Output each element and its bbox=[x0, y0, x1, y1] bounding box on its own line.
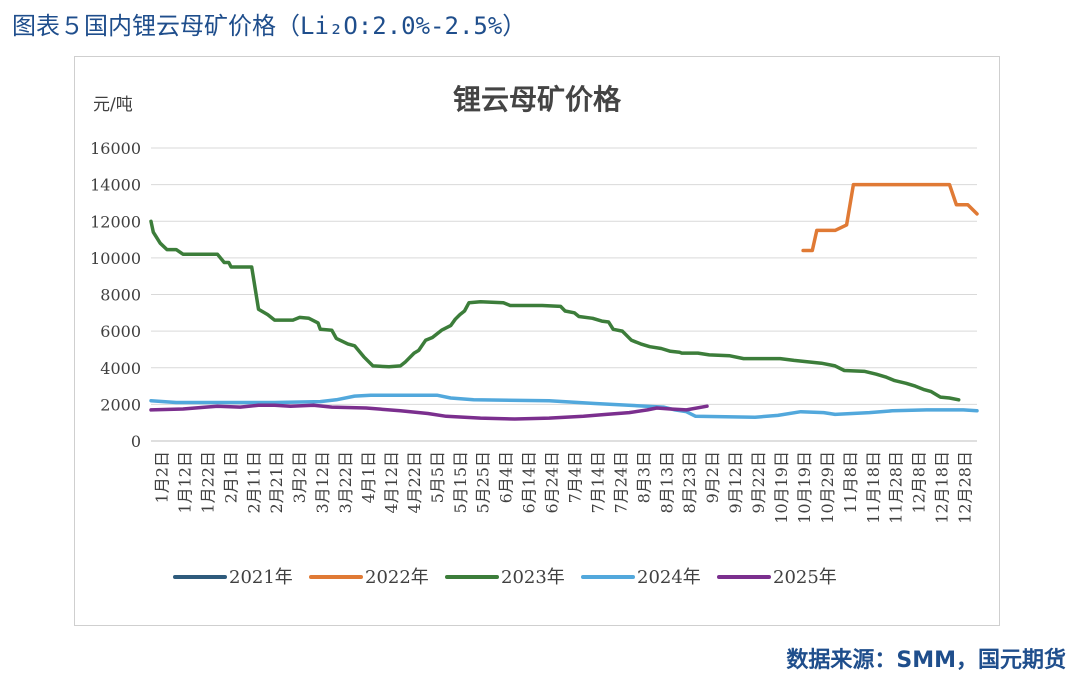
x-tick-label: 12月8日 bbox=[910, 451, 929, 514]
x-tick-label: 6月24日 bbox=[543, 451, 562, 514]
x-tick-label: 11月8日 bbox=[841, 451, 860, 514]
x-tick-label: 9月22日 bbox=[749, 451, 768, 514]
series-lines bbox=[149, 182, 979, 421]
figure-caption-spec: （Li₂O:2.0%-2.5%） bbox=[276, 12, 527, 40]
y-tick-label: 4000 bbox=[100, 359, 141, 378]
legend-label: 2023年 bbox=[501, 567, 565, 588]
x-tick-label: 8月23日 bbox=[680, 451, 699, 514]
x-tick-label: 1月12日 bbox=[175, 451, 194, 514]
x-tick-label: 6月14日 bbox=[520, 451, 539, 514]
x-tick-label: 12月28日 bbox=[956, 451, 975, 524]
y-axis-unit-label: 元/吨 bbox=[93, 95, 133, 115]
x-tick-label: 10月19日 bbox=[772, 451, 791, 524]
y-tick-label: 14000 bbox=[90, 176, 141, 195]
x-tick-label: 7月24日 bbox=[611, 451, 630, 514]
x-tick-label: 5月5日 bbox=[428, 451, 447, 503]
x-tick-label: 9月12日 bbox=[726, 451, 745, 514]
x-tick-label: 12月18日 bbox=[933, 451, 952, 524]
x-tick-labels: 1月2日 1月12日 1月22日 2月1日 2月11日 2月21日 3月2日 3月12日 3月2… bbox=[152, 451, 974, 524]
x-tick-label: 7月14日 bbox=[588, 451, 607, 514]
x-tick-label: 11月28日 bbox=[887, 451, 906, 524]
legend-label: 2022年 bbox=[365, 567, 429, 588]
x-tick-label: 4月1日 bbox=[359, 451, 378, 503]
y-tick-label: 16000 bbox=[90, 139, 141, 158]
y-tick-label: 10000 bbox=[90, 249, 141, 268]
y-tick-label: 12000 bbox=[90, 212, 141, 231]
source-note: 数据来源：SMM，国元期货 bbox=[786, 648, 1066, 673]
x-tick-label: 2月11日 bbox=[244, 451, 263, 514]
x-tick-label: 5月15日 bbox=[451, 451, 470, 514]
x-tick-label: 6月4日 bbox=[497, 451, 516, 503]
series-line-2023 bbox=[149, 219, 961, 402]
series-line-2025 bbox=[149, 403, 709, 421]
x-tick-label: 7月4日 bbox=[565, 451, 584, 503]
x-tick-label: 8月3日 bbox=[634, 451, 653, 503]
x-tick-label: 4月12日 bbox=[382, 451, 401, 514]
x-tick-label: 2月1日 bbox=[221, 451, 240, 503]
series-line-2022 bbox=[801, 182, 979, 253]
x-tick-label: 9月2日 bbox=[703, 451, 722, 503]
legend: 2021年 2022年 2023年 2024年 2025年 bbox=[173, 567, 837, 588]
x-tick-label: 1月22日 bbox=[198, 451, 217, 514]
figure-caption-main: 图表５国内锂云母矿价格 bbox=[12, 12, 276, 40]
legend-label: 2025年 bbox=[773, 567, 837, 588]
y-tick-label: 6000 bbox=[100, 322, 141, 341]
x-tick-label: 3月2日 bbox=[290, 451, 309, 503]
x-tick-label: 3月22日 bbox=[336, 451, 355, 514]
x-tick-label: 11月18日 bbox=[864, 451, 883, 524]
x-tick-label: 10月29日 bbox=[818, 451, 837, 524]
chart-title: 锂云母矿价格 bbox=[453, 83, 622, 116]
x-tick-label: 10月19日 bbox=[795, 451, 814, 524]
legend-label: 2024年 bbox=[637, 567, 701, 588]
y-tick-label: 0 bbox=[131, 432, 141, 451]
x-tick-label: 8月13日 bbox=[657, 451, 676, 514]
x-tick-label: 4月22日 bbox=[405, 451, 424, 514]
x-tick-label: 1月2日 bbox=[152, 451, 171, 503]
chart-frame: 锂云母矿价格 元/吨 0 2000 4000 6000 8000 10000 12000 14… bbox=[74, 56, 1000, 626]
y-tick-label: 8000 bbox=[100, 286, 141, 305]
legend-label: 2021年 bbox=[229, 567, 293, 588]
y-tick-label: 2000 bbox=[100, 395, 141, 414]
x-tick-label: 3月12日 bbox=[313, 451, 332, 514]
x-tick-label: 5月25日 bbox=[474, 451, 493, 514]
figure-caption: 图表５国内锂云母矿价格（Li₂O:2.0%-2.5%） bbox=[12, 6, 526, 41]
chart-svg: 锂云母矿价格 元/吨 0 2000 4000 6000 8000 10000 12000 14… bbox=[90, 83, 979, 588]
y-tick-labels: 0 2000 4000 6000 8000 10000 12000 14000 16000 bbox=[90, 139, 141, 451]
x-tick-label: 2月21日 bbox=[267, 451, 286, 514]
